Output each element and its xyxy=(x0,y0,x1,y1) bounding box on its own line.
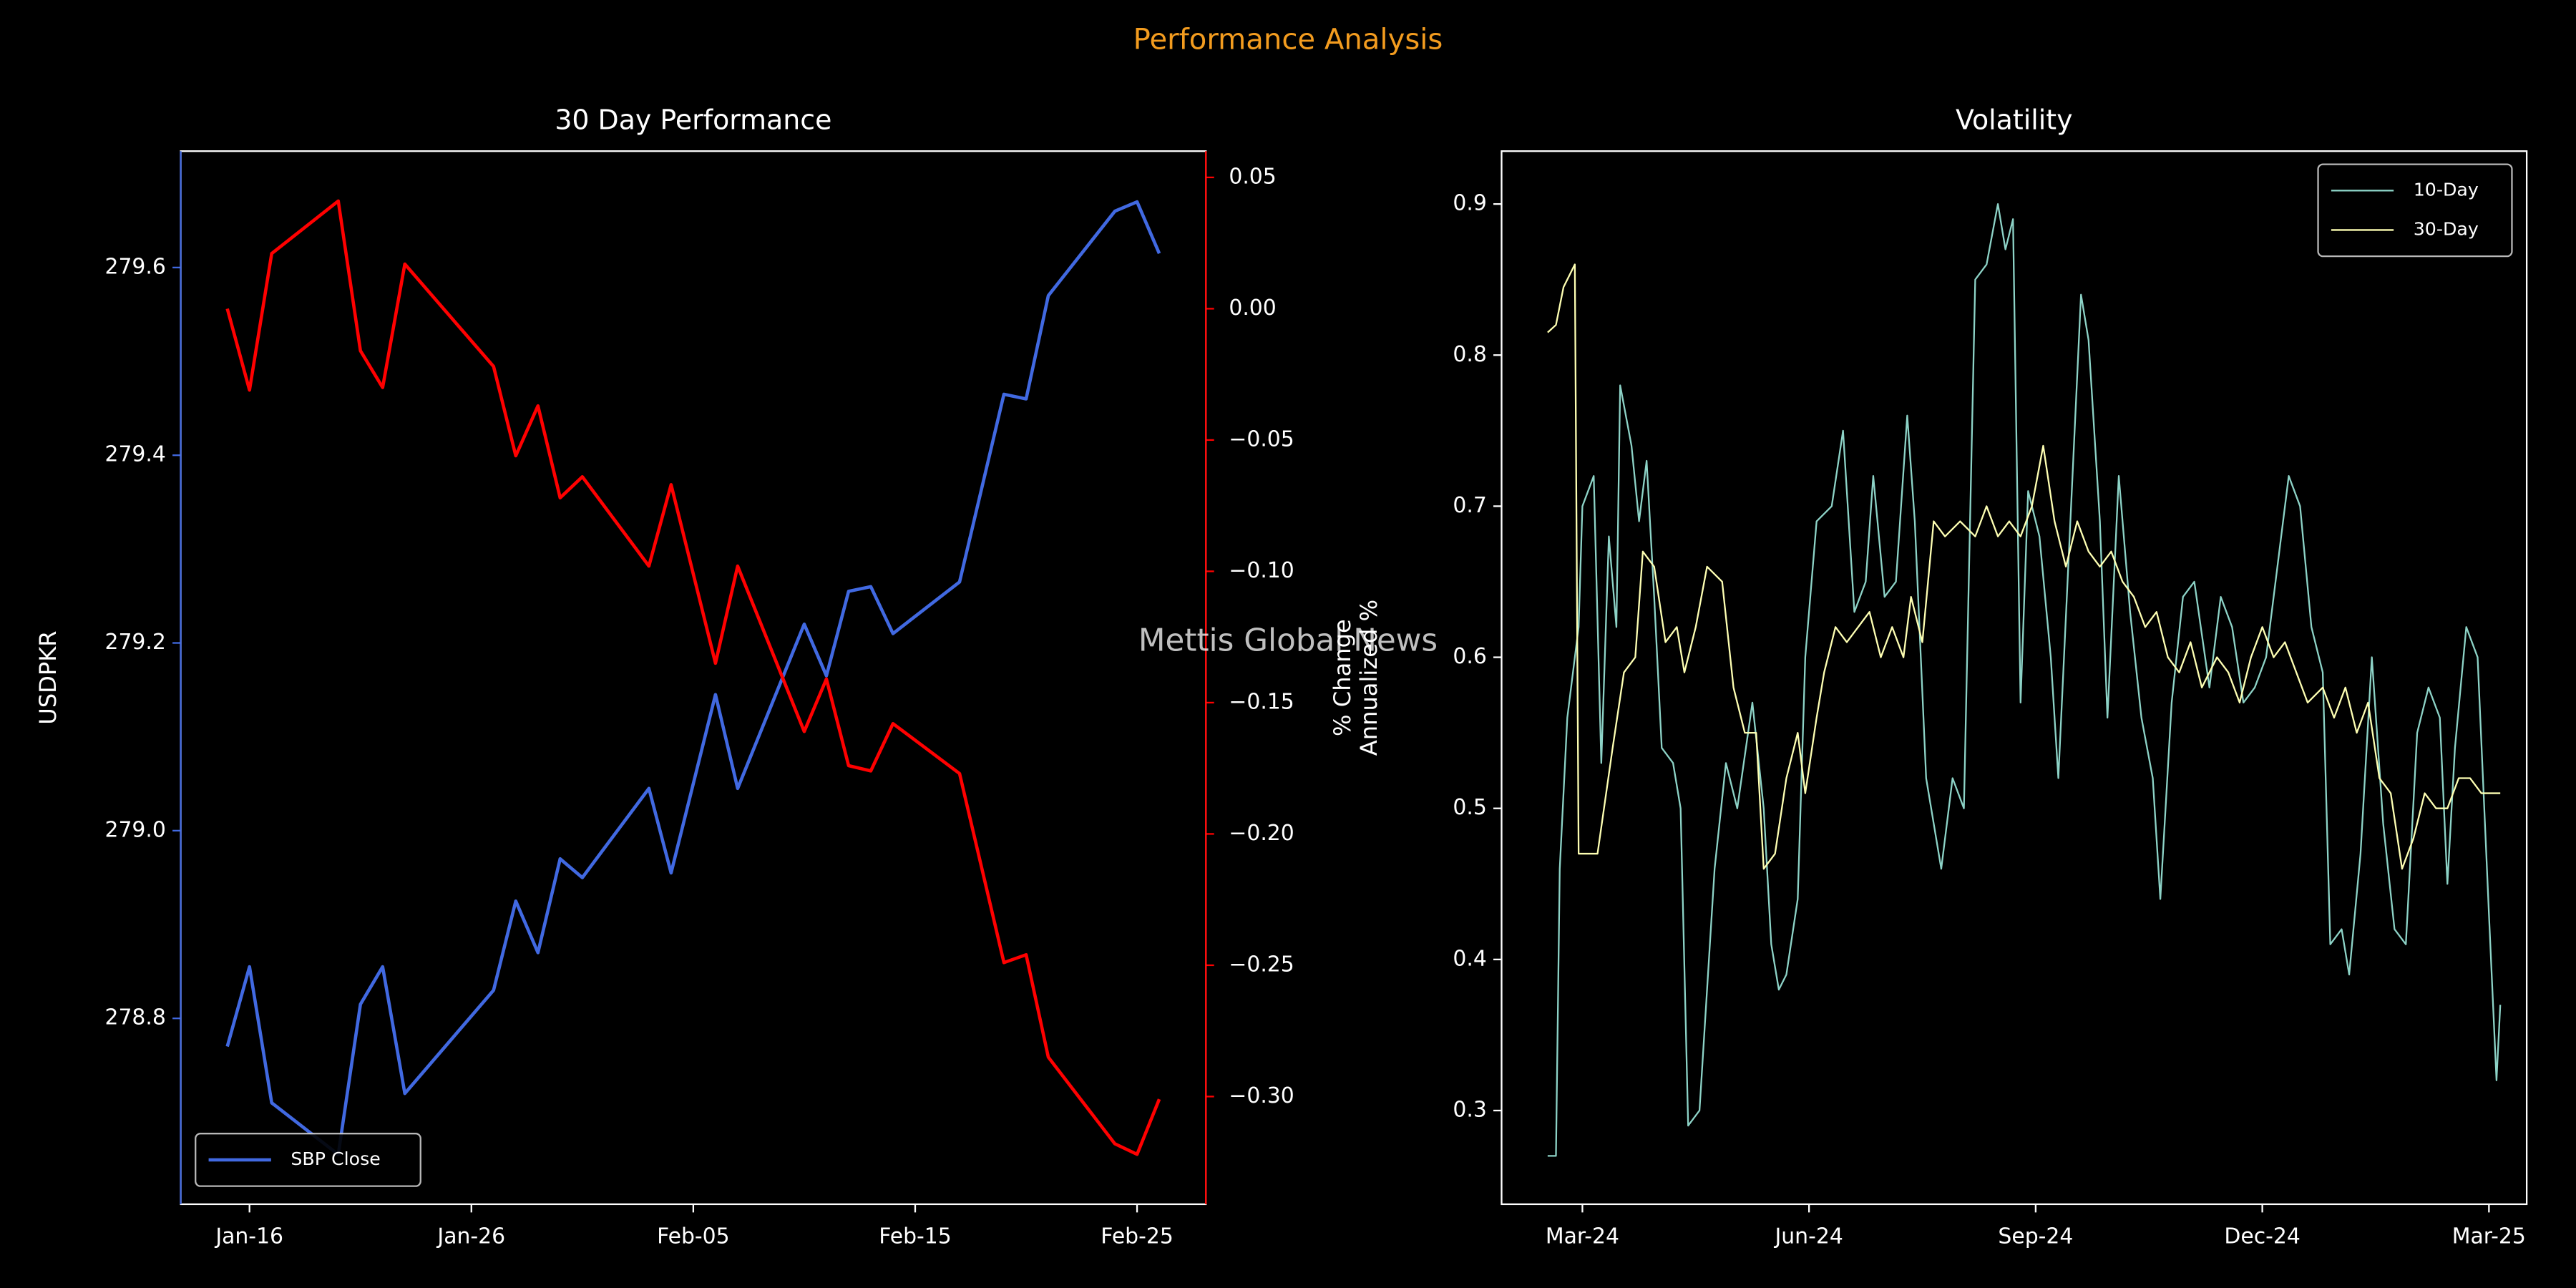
subplot-title: Volatility xyxy=(1956,104,2073,135)
legend-frame xyxy=(2317,163,2513,258)
x-tick-label: Mar-24 xyxy=(1546,1224,1619,1249)
series-line xyxy=(225,200,1161,1156)
y-tick-label: 0.6 xyxy=(1453,644,1486,669)
y2-tick-label: −0.25 xyxy=(1229,952,1294,977)
x-tick-label: Sep-24 xyxy=(1998,1224,2073,1249)
y2-axis-label: % Change xyxy=(1329,619,1356,736)
y-tick-label: 279.4 xyxy=(104,442,165,467)
legend-label: 10-Day xyxy=(2414,179,2479,200)
y2-tick-label: −0.10 xyxy=(1229,558,1294,583)
y2-tick-label: 0.00 xyxy=(1229,296,1276,321)
legend-label: SBP Close xyxy=(291,1148,380,1169)
y2-tick-label: −0.15 xyxy=(1229,689,1294,714)
axes-frame xyxy=(1501,150,2528,1206)
series-line xyxy=(225,199,1161,1156)
y-tick-label: 0.5 xyxy=(1453,795,1486,820)
y-tick-label: 0.4 xyxy=(1453,946,1486,971)
y-tick-label: 279.0 xyxy=(104,817,165,842)
legend-frame xyxy=(195,1133,421,1187)
legend-label: 30-Day xyxy=(2414,218,2479,239)
x-tick-label: Feb-05 xyxy=(657,1224,730,1249)
y-tick-label: 278.8 xyxy=(104,1005,165,1030)
watermark: Mettis Global News xyxy=(1138,623,1438,659)
y-axis-label: USDPKR xyxy=(34,630,62,724)
x-tick-label: Dec-24 xyxy=(2224,1224,2300,1249)
y2-tick-label: −0.20 xyxy=(1229,821,1294,846)
y-tick-label: 279.6 xyxy=(104,254,165,279)
x-tick-label: Feb-15 xyxy=(879,1224,952,1249)
y-tick-label: 0.9 xyxy=(1453,191,1486,216)
y2-tick-label: 0.05 xyxy=(1229,164,1276,189)
figure-title: Performance Analysis xyxy=(1133,23,1443,56)
x-tick-label: Jan-26 xyxy=(436,1224,505,1249)
y-tick-label: 0.7 xyxy=(1453,493,1486,518)
y2-tick-label: −0.05 xyxy=(1229,426,1294,452)
x-tick-label: Jun-24 xyxy=(1773,1224,1843,1249)
x-tick-label: Feb-25 xyxy=(1101,1224,1174,1249)
x-tick-label: Jan-16 xyxy=(214,1224,283,1249)
series-line xyxy=(1547,203,2502,1157)
y-axis-label: Annualized % xyxy=(1355,600,1382,756)
y2-tick-label: −0.30 xyxy=(1229,1083,1294,1108)
subplot-title: 30 Day Performance xyxy=(555,104,831,135)
y-tick-label: 0.3 xyxy=(1453,1097,1486,1122)
x-tick-label: Mar-25 xyxy=(2452,1224,2526,1249)
y-tick-label: 279.2 xyxy=(104,630,165,655)
series-line xyxy=(1547,263,2501,870)
y-tick-label: 0.8 xyxy=(1453,342,1486,367)
